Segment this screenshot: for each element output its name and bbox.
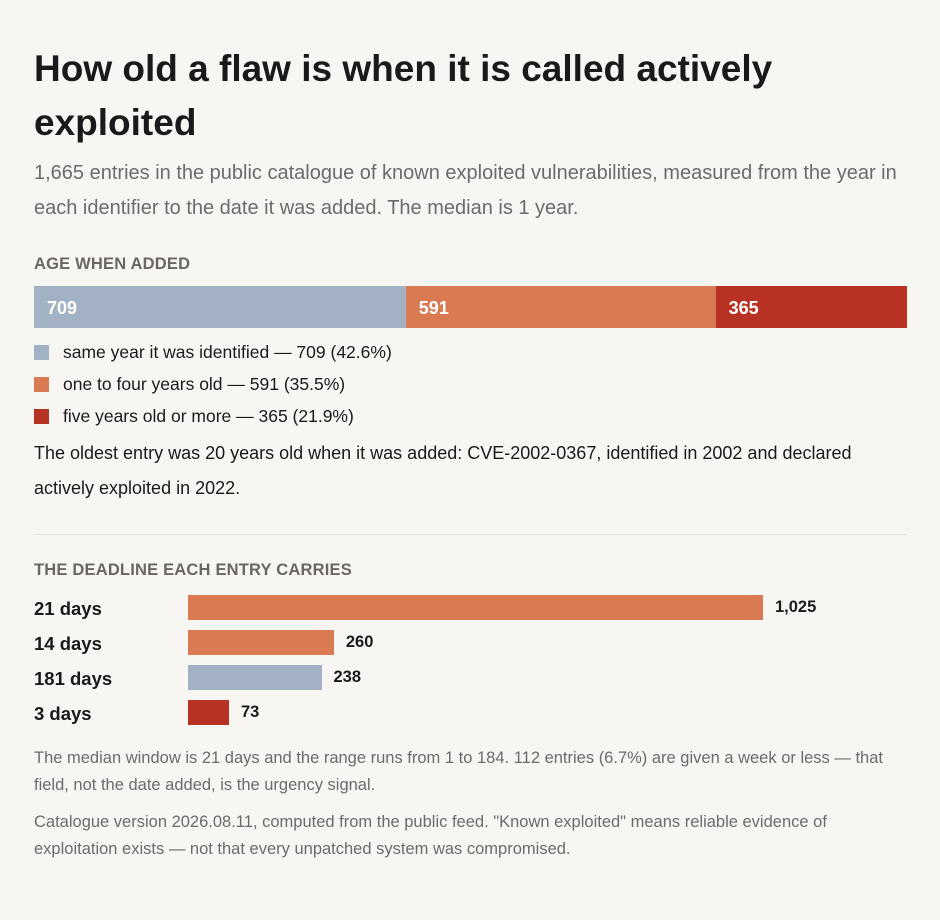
section-divider <box>34 534 907 535</box>
legend-label: one to four years old — 591 (35.5%) <box>63 373 346 394</box>
deadline-bar <box>188 595 763 620</box>
legend-item: one to four years old — 591 (35.5%) <box>34 368 392 400</box>
legend-label: five years old or more — 365 (21.9%) <box>63 405 354 426</box>
deadline-category-label: 3 days <box>34 703 92 724</box>
deadline-chart-title: THE DEADLINE EACH ENTRY CARRIES <box>34 561 352 579</box>
deadline-row: 3 days 73 <box>34 696 907 731</box>
age-stacked-bar: 709 591 365 <box>34 286 907 328</box>
deadline-row: 21 days 1,025 <box>34 591 907 626</box>
age-chart-title: AGE WHEN ADDED <box>34 255 191 273</box>
deadline-bar-chart: 21 days 1,025 14 days 260 181 days 238 3 days 7… <box>34 591 907 731</box>
deadline-category-label: 21 days <box>34 598 102 619</box>
age-segment-label: 709 <box>47 298 78 318</box>
age-segment-0: 709 <box>34 286 406 328</box>
source-note: Catalogue version 2026.08.11, computed f… <box>34 813 827 858</box>
age-legend: same year it was identified — 709 (42.6%… <box>34 336 392 432</box>
deadline-bar <box>188 665 322 690</box>
median-window-note: The median window is 21 days and the ran… <box>34 749 883 794</box>
legend-swatch <box>34 376 49 392</box>
deadline-bar <box>188 700 229 725</box>
legend-item: same year it was identified — 709 (42.6%… <box>34 336 392 368</box>
age-segment-2: 365 <box>715 286 907 328</box>
legend-label: same year it was identified — 709 (42.6%… <box>63 341 392 362</box>
deadline-value-label: 1,025 <box>775 598 817 616</box>
legend-item: five years old or more — 365 (21.9%) <box>34 400 392 432</box>
oldest-entry-note: The oldest entry was 20 years old when i… <box>34 443 852 498</box>
deadline-category-label: 181 days <box>34 668 113 689</box>
legend-swatch <box>34 344 49 360</box>
age-segment-label: 591 <box>418 298 449 318</box>
age-segment-label: 365 <box>728 298 759 318</box>
page-subtitle: 1,665 entries in the public catalogue of… <box>34 162 897 219</box>
deadline-value-label: 238 <box>333 668 362 686</box>
deadline-row: 14 days 260 <box>34 626 907 661</box>
deadline-value-label: 73 <box>240 703 260 721</box>
legend-swatch <box>34 408 49 424</box>
deadline-bar <box>188 630 334 655</box>
age-segment-1: 591 <box>405 286 716 328</box>
deadline-row: 181 days 238 <box>34 661 907 696</box>
page-title: How old a flaw is when it is called acti… <box>34 48 773 143</box>
deadline-value-label: 260 <box>345 633 374 651</box>
deadline-category-label: 14 days <box>34 633 102 654</box>
